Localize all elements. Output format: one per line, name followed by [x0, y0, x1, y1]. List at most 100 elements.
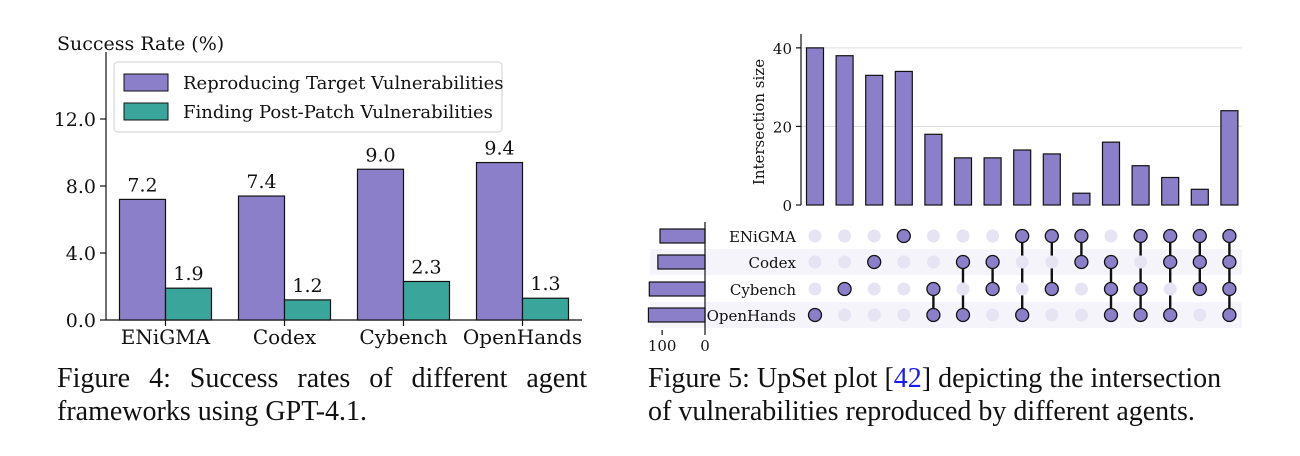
matrix-dot-inactive	[1163, 282, 1177, 296]
y-tick-label: 4.0	[66, 243, 96, 265]
y-tick-label: 0	[782, 197, 792, 215]
legend-swatch	[123, 73, 169, 92]
matrix-dot-active	[1222, 254, 1237, 270]
set-size-tick-label: 100	[648, 337, 677, 355]
matrix-dot-active	[1074, 228, 1089, 244]
matrix-dot-active	[1133, 281, 1148, 297]
bar	[164, 287, 213, 321]
bar	[283, 299, 332, 321]
matrix-dot-active	[867, 254, 882, 270]
matrix-dot-active	[1103, 307, 1119, 323]
bar	[402, 280, 451, 321]
matrix-dot-inactive	[1104, 229, 1118, 243]
intersection-bar	[1161, 176, 1180, 206]
matrix-dot-inactive	[808, 229, 822, 243]
x-tick-label: OpenHands	[463, 325, 582, 349]
matrix-dot-active	[1103, 254, 1119, 270]
matrix-dot-active	[985, 281, 1000, 297]
matrix-dot-inactive	[956, 229, 970, 243]
matrix-dot-active	[1222, 281, 1237, 297]
matrix-dot-inactive	[1134, 255, 1148, 269]
matrix-dot-inactive	[1074, 282, 1088, 296]
y-axis-label: Intersection size	[750, 59, 768, 185]
matrix-dot-active	[926, 307, 941, 323]
matrix-dot-inactive	[1015, 282, 1029, 296]
intersection-bar	[805, 47, 825, 206]
bar	[475, 161, 524, 321]
data-label: 2.3	[411, 256, 441, 278]
y-tick-label: 40	[773, 40, 792, 58]
matrix-dot-active	[1103, 281, 1119, 297]
data-label: 9.4	[484, 138, 514, 160]
intersection-bar	[1013, 149, 1032, 206]
matrix-dot-active	[1133, 228, 1148, 244]
y-tick-label: 0.0	[66, 310, 96, 332]
matrix-dot-inactive	[1045, 308, 1059, 322]
intersection-bar	[924, 133, 943, 206]
matrix-dot-inactive	[808, 282, 822, 296]
intersection-bar	[1072, 192, 1091, 206]
intersection-bar	[894, 70, 913, 206]
matrix-dot-active	[807, 307, 823, 323]
figure5-upset-plot: 0 20 40 Intersection size ENiGMA Codex Cybench…	[648, 34, 1242, 355]
matrix-dot-inactive	[838, 308, 852, 322]
matrix-dot-active	[926, 281, 941, 297]
y-tick-label: 12.0	[54, 109, 96, 131]
matrix-dot-active	[1044, 281, 1059, 297]
matrix-dot-active	[1015, 307, 1030, 323]
matrix-dot-inactive	[956, 282, 970, 296]
data-label: 1.9	[173, 263, 203, 285]
matrix-dot-inactive	[926, 255, 940, 269]
matrix-dot-active	[1015, 228, 1030, 244]
set-size-bar	[647, 307, 706, 323]
x-tick-label: ENiGMA	[121, 325, 211, 349]
set-size-bar	[648, 281, 706, 297]
matrix-dot-inactive	[897, 308, 911, 322]
matrix-dot-active	[1044, 228, 1059, 244]
y-tick-label: 8.0	[66, 176, 96, 198]
matrix-dot-active	[1163, 228, 1178, 244]
bar	[118, 198, 167, 321]
figure4-chart: 0.0 4.0 8.0 12.0 Success Rate (%) ENiGMA 7.2 1.…	[54, 33, 582, 349]
data-label: 1.3	[530, 273, 560, 295]
matrix-dot-active	[985, 254, 1000, 270]
matrix-dot-inactive	[838, 255, 852, 269]
legend-label: Reproducing Target Vulnerabilities	[183, 73, 503, 94]
figure5-caption-before: Figure 5: UpSet plot [	[648, 363, 894, 394]
matrix-dot-active	[1192, 228, 1207, 244]
x-tick-label: Cybench	[359, 325, 447, 349]
figure5-citation-link[interactable]: 42	[893, 363, 922, 394]
matrix-dot-active	[1222, 307, 1237, 323]
matrix-dot-inactive	[897, 282, 911, 296]
y-axis-label: Success Rate (%)	[57, 33, 224, 55]
intersection-bar	[1042, 153, 1061, 206]
intersection-bar	[953, 157, 973, 206]
data-label: 7.4	[246, 171, 276, 193]
intersection-bar	[983, 157, 1002, 206]
matrix-dot-inactive	[897, 255, 911, 269]
matrix-dot-active	[1222, 228, 1237, 244]
figure4-caption: Figure 4: Success rates of different age…	[57, 363, 587, 427]
intersection-bar	[835, 55, 854, 206]
matrix-dot-active	[1163, 254, 1178, 270]
matrix-dot-inactive	[1193, 308, 1207, 322]
intersection-bar	[865, 74, 884, 206]
set-label: Cybench	[730, 281, 796, 299]
legend-swatch	[123, 102, 169, 121]
data-label: 1.2	[292, 275, 322, 297]
matrix-dot-inactive	[986, 308, 1000, 322]
matrix-dot-active	[1192, 254, 1207, 270]
matrix-dot-inactive	[838, 229, 852, 243]
bar	[237, 195, 286, 321]
set-label: ENiGMA	[729, 228, 796, 246]
intersection-bar	[1101, 141, 1121, 206]
x-tick-label: Codex	[253, 325, 317, 349]
matrix-dot-inactive	[986, 229, 1000, 243]
matrix-dot-inactive	[867, 308, 881, 322]
matrix-dot-active	[955, 307, 971, 323]
legend-box	[113, 61, 503, 133]
data-label: 7.2	[127, 174, 157, 196]
matrix-dot-active	[896, 228, 911, 244]
legend-label: Finding Post-Patch Vulnerabilities	[183, 102, 493, 123]
matrix-dot-inactive	[1015, 255, 1029, 269]
